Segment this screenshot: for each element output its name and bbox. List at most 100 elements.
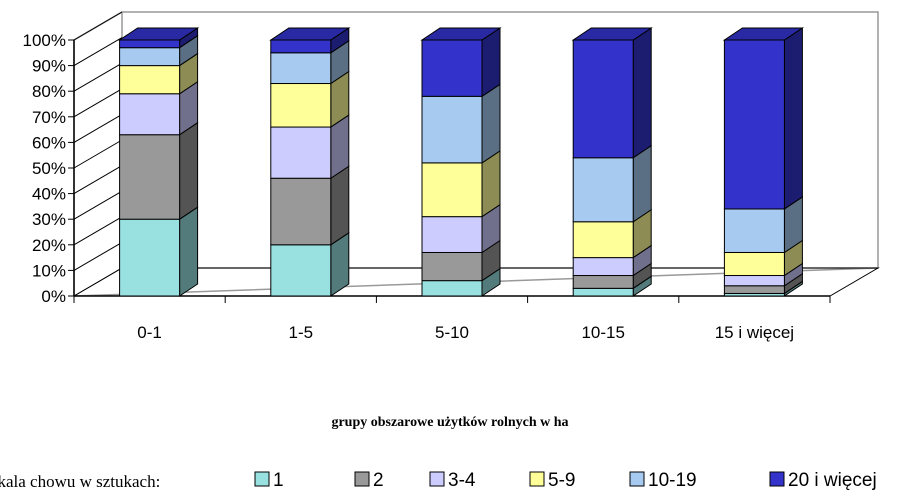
- x-axis-label: grupy obszarowe użytków rolnych w ha: [331, 415, 568, 430]
- bar-front-face: [723, 275, 785, 287]
- bar-top-face: [117, 27, 200, 41]
- bar-segment: [572, 144, 652, 223]
- bar-segment: [119, 80, 199, 136]
- bar-side-face: [632, 144, 652, 223]
- bar-segment: [270, 231, 350, 297]
- y-depth-tick: [73, 139, 123, 169]
- x-tick-label: 15 i więcej: [715, 323, 794, 342]
- legend-swatch: [429, 471, 445, 487]
- bar-front-face: [119, 65, 181, 95]
- bar-segment: [117, 27, 200, 49]
- bar-segment: [270, 165, 350, 246]
- legend-swatch: [354, 471, 370, 487]
- bar-segment: [270, 70, 350, 128]
- bar-top-face: [269, 27, 351, 41]
- y-depth-tick: [73, 165, 123, 195]
- legend-label: 1: [273, 470, 284, 491]
- y-tick-label: 20%: [32, 236, 66, 255]
- bar-front-face: [421, 39, 483, 97]
- bar-segment: [269, 27, 351, 54]
- y-tick-label: 30%: [32, 210, 66, 229]
- x-tick-label: 10-15: [581, 323, 624, 342]
- bar-top-face: [420, 27, 502, 41]
- bar-segment: [119, 52, 199, 95]
- y-tick-label: 50%: [32, 159, 66, 178]
- bar-front-face: [119, 47, 181, 67]
- bar-front-face: [723, 208, 785, 253]
- legend-item: 2: [354, 470, 384, 491]
- x-tick-labels: 0-1 1-5 5-10 10-15 15 i więcej: [137, 323, 794, 342]
- x-tick-label: 1-5: [289, 323, 314, 342]
- bar-front-face: [572, 221, 634, 259]
- y-depth-tick: [73, 241, 123, 271]
- bar-segment: [270, 114, 350, 180]
- bar-front-face: [421, 162, 483, 218]
- bar-front-face: [421, 95, 483, 164]
- bar-segment: [572, 208, 652, 259]
- y-tick-label: 70%: [32, 108, 66, 127]
- legend-swatch: [529, 471, 545, 487]
- y-depth-tick: [73, 190, 123, 220]
- legend-item: 10-19: [629, 470, 697, 491]
- y-depth-tick: [73, 88, 123, 118]
- legend-item: 5-9: [529, 470, 575, 491]
- y-depth-tick: [73, 62, 123, 92]
- bar-front-face: [119, 134, 181, 220]
- bar-segment: [421, 149, 501, 218]
- legend-swatch: [254, 471, 270, 487]
- bar-front-face: [270, 126, 332, 179]
- legend-item: 20 i więcej: [769, 470, 877, 491]
- y-depth-tick: [73, 113, 123, 143]
- bar-segment: [571, 27, 653, 159]
- bar-front-face: [421, 251, 483, 282]
- x-tick-label: 5-10: [435, 323, 469, 342]
- legend-label: 2: [373, 470, 384, 491]
- bar-segment: [420, 27, 502, 98]
- y-tick-label: 60%: [32, 133, 66, 152]
- bar-side-face: [481, 83, 501, 164]
- bar-front-face: [119, 39, 181, 49]
- bar-side-face: [632, 27, 652, 159]
- y-depth-tick: [73, 216, 123, 246]
- y-tick-label: 90%: [32, 57, 66, 76]
- chart-bars: [117, 27, 805, 297]
- legend: Skala chowu w sztukach: 1 2 3-4 5-9 10-19 20 …: [0, 470, 877, 491]
- legend-label: 10-19: [648, 470, 697, 491]
- bar-front-face: [572, 287, 634, 297]
- legend-item: 3-4: [429, 470, 476, 491]
- y-depth-tick: [73, 37, 123, 67]
- legend-swatch: [769, 471, 785, 487]
- x-tick-label: 0-1: [137, 323, 162, 342]
- bar-front-face: [421, 280, 483, 297]
- bar-side-face: [179, 121, 199, 221]
- y-tick-label: 0%: [41, 287, 66, 306]
- bar-front-face: [270, 52, 332, 85]
- legend-label: 3-4: [448, 470, 476, 491]
- bar-front-face: [119, 218, 181, 297]
- bar-segment: [572, 262, 652, 290]
- bar-segment: [119, 121, 199, 221]
- legend-label: 5-9: [548, 470, 575, 491]
- bar-segment: [421, 239, 501, 282]
- bar-front-face: [421, 216, 483, 253]
- bar-front-face: [270, 177, 332, 246]
- legend-swatch: [629, 471, 645, 487]
- y-tick-label: 80%: [32, 82, 66, 101]
- bar-front-face: [572, 257, 634, 277]
- y-tick-label: 100%: [23, 31, 66, 50]
- bar-front-face: [270, 39, 332, 54]
- bar-side-face: [179, 206, 199, 297]
- bar-side-face: [330, 165, 350, 246]
- bar-front-face: [723, 39, 785, 210]
- bar-front-face: [723, 251, 785, 277]
- bar-top-face: [571, 27, 653, 41]
- bar-front-face: [270, 244, 332, 297]
- bar-top-face: [722, 27, 805, 41]
- y-tick-labels: 0% 10% 20% 30% 40% 50% 60% 70% 80% 90% 100%: [23, 31, 66, 306]
- bar-segment: [421, 203, 501, 254]
- bar-front-face: [723, 285, 785, 294]
- legend-item: 1: [254, 470, 284, 491]
- bar-side-face: [783, 27, 803, 210]
- y-depth-tick: [73, 11, 123, 41]
